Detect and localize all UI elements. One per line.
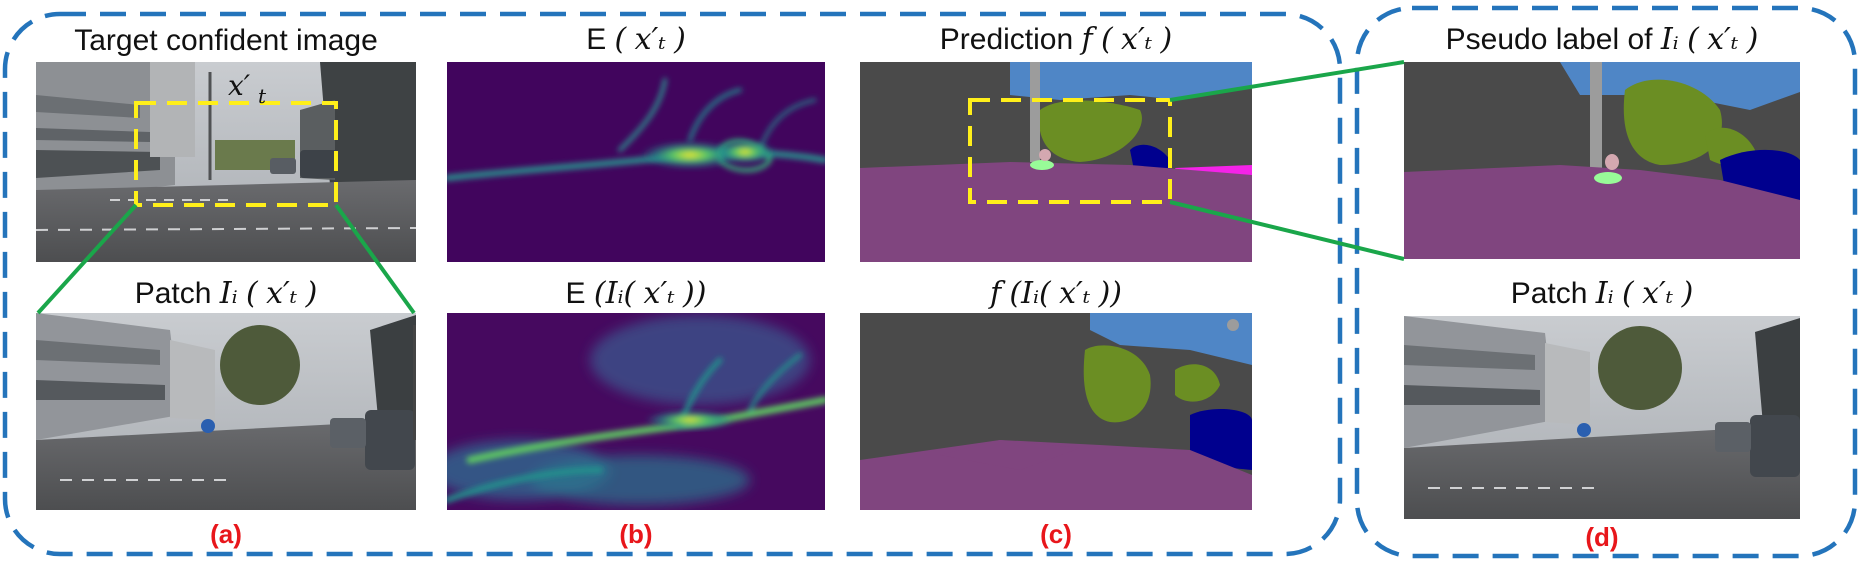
x-t-annotation: x′ [228,69,251,102]
panel-label-b: (b) [619,519,653,549]
right-group-border [1354,5,1858,559]
prediction-segmentation-full [860,62,1252,262]
panel-label-d: (d) [1585,522,1619,552]
zoom-line-c-top [1169,60,1405,102]
caption-a-top: Target confident image [74,24,378,57]
panel-label-c: (c) [1040,519,1072,549]
crop-box-a [134,101,338,207]
caption-d-top: Pseudo label of Iᵢ ( x′ₜ ) [1445,22,1759,57]
x-t-subscript: t [258,84,267,108]
left-group-border [2,11,1343,557]
caption-d-bottom: Patch Iᵢ ( x′ₜ ) [1510,276,1694,311]
prediction-segmentation-patch [860,313,1252,510]
caption-c-top: Prediction f ( x′ₜ ) [939,22,1173,57]
zoom-line-a-left [36,203,138,315]
caption-c-bottom: f (Iᵢ( x′ₜ )) [989,276,1123,311]
caption-b-top: E ( x′ₜ ) [586,22,686,57]
patch-image-a [36,313,416,510]
target-confident-image [36,62,416,262]
crop-box-c [968,98,1172,204]
pseudo-label-map [1404,62,1800,259]
patch-image-d [1404,316,1800,519]
entropy-heatmap-full [447,62,825,262]
zoom-line-c-bottom [1169,200,1405,261]
zoom-line-a-right [334,203,416,315]
caption-a-bottom: Patch Iᵢ ( x′ₜ ) [134,276,318,311]
panel-label-a: (a) [210,519,242,549]
entropy-heatmap-patch [447,313,825,510]
caption-b-bottom: E (Iᵢ( x′ₜ )) [565,276,707,311]
